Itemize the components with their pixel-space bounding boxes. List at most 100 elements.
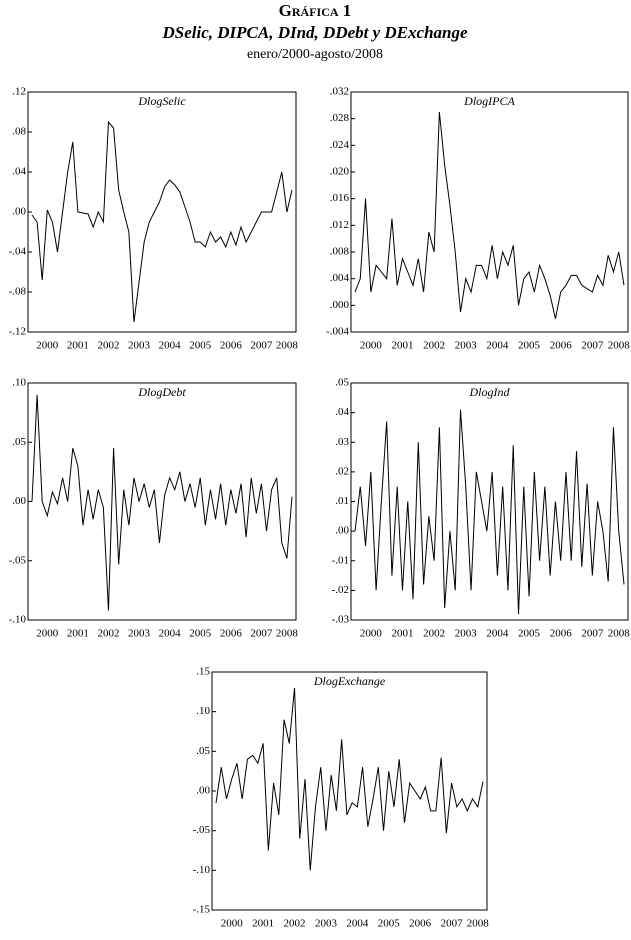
series-line — [31, 394, 293, 611]
x-tick-label: 2003 — [315, 918, 338, 930]
y-tick-label: .00 — [12, 206, 26, 218]
y-tick-label: -.05 — [9, 554, 27, 566]
x-tick-label: 2008 — [608, 628, 631, 640]
x-tick-label: 2006 — [550, 628, 573, 640]
y-tick-label: .04 — [335, 406, 349, 418]
x-tick-label: 2001 — [252, 918, 274, 930]
x-tick-label: 2003 — [128, 628, 151, 640]
figure-subtitle: enero/2000-agosto/2008 — [247, 47, 383, 62]
y-tick-label: .03 — [335, 436, 349, 448]
plot-frame — [27, 91, 297, 333]
y-tick-label: .00 — [335, 525, 349, 537]
x-tick-label: 2007 — [581, 628, 604, 640]
figure-title: DSelic, DIPCA, DInd, DDebt y DExchange — [161, 23, 468, 42]
x-tick-label: 2006 — [409, 918, 432, 930]
panel-title: DlogSelic — [137, 94, 186, 108]
x-tick-label: 2004 — [486, 340, 509, 352]
x-tick-label: 2000 — [360, 340, 383, 352]
y-tick-label: -.04 — [9, 246, 27, 258]
y-tick-label: .008 — [330, 246, 350, 258]
y-tick-label: .00 — [12, 495, 26, 507]
y-tick-label: .15 — [196, 666, 210, 678]
y-tick-label: -.12 — [9, 326, 26, 338]
x-tick-label: 2004 — [346, 918, 369, 930]
y-tick-label: -.02 — [332, 584, 349, 596]
panel-title: DlogIPCA — [463, 94, 515, 108]
y-tick-label: -.10 — [193, 864, 211, 876]
y-tick-label: -.004 — [326, 326, 349, 338]
plot-frame — [350, 91, 629, 333]
series-line — [31, 120, 293, 323]
y-tick-label: -.03 — [332, 614, 350, 626]
x-tick-label: 2007 — [581, 340, 604, 352]
panel-title: DlogDebt — [137, 385, 186, 399]
panel-title: DlogExchange — [313, 674, 386, 688]
x-tick-label: 2002 — [423, 340, 445, 352]
series-line — [354, 111, 625, 319]
x-tick-label: 2005 — [518, 340, 541, 352]
x-tick-label: 2007 — [441, 918, 464, 930]
x-tick-label: 2002 — [423, 628, 445, 640]
x-tick-label: 2003 — [455, 628, 478, 640]
y-tick-label: .04 — [12, 166, 26, 178]
x-tick-label: 2004 — [159, 628, 182, 640]
x-tick-label: 2006 — [550, 340, 573, 352]
x-tick-label: 2008 — [467, 918, 490, 930]
y-tick-label: .00 — [196, 785, 210, 797]
x-tick-label: 2008 — [276, 628, 299, 640]
panel-title: DlogInd — [469, 385, 511, 399]
x-tick-label: 2008 — [608, 340, 631, 352]
y-tick-label: .02 — [335, 465, 349, 477]
x-tick-label: 2006 — [220, 340, 243, 352]
y-tick-label: .024 — [330, 139, 350, 151]
series-line — [215, 687, 484, 871]
series-line — [354, 409, 625, 615]
x-tick-label: 2003 — [128, 340, 151, 352]
y-tick-label: .032 — [330, 86, 349, 98]
x-tick-label: 2001 — [67, 628, 89, 640]
y-tick-label: .10 — [12, 377, 26, 389]
y-tick-label: .12 — [12, 86, 26, 98]
plot-frame — [27, 382, 297, 621]
y-tick-label: .020 — [330, 166, 350, 178]
y-tick-label: -.05 — [193, 824, 211, 836]
y-tick-label: .05 — [12, 436, 26, 448]
y-tick-label: .05 — [196, 745, 210, 757]
x-tick-label: 2006 — [220, 628, 243, 640]
x-tick-label: 2001 — [391, 628, 413, 640]
x-tick-label: 2005 — [189, 340, 212, 352]
x-tick-label: 2001 — [67, 340, 89, 352]
x-tick-label: 2005 — [189, 628, 212, 640]
x-tick-label: 2000 — [36, 628, 59, 640]
y-tick-label: .10 — [196, 705, 210, 717]
x-tick-label: 2000 — [36, 340, 59, 352]
y-tick-label: -.08 — [9, 286, 27, 298]
y-tick-label: .004 — [330, 272, 350, 284]
y-tick-label: .01 — [335, 495, 349, 507]
x-tick-label: 2005 — [378, 918, 401, 930]
x-tick-label: 2007 — [250, 628, 273, 640]
x-tick-label: 2001 — [391, 340, 413, 352]
y-tick-label: .012 — [330, 219, 349, 231]
y-tick-label: .08 — [12, 126, 26, 138]
y-tick-label: .016 — [330, 192, 350, 204]
x-tick-label: 2002 — [284, 918, 306, 930]
y-tick-label: -.01 — [332, 554, 349, 566]
x-tick-label: 2007 — [250, 340, 273, 352]
plot-frame — [211, 671, 488, 911]
x-tick-label: 2002 — [97, 340, 119, 352]
y-tick-label: .05 — [335, 377, 349, 389]
x-tick-label: 2000 — [221, 918, 244, 930]
x-tick-label: 2008 — [276, 340, 299, 352]
figure-label: Gráfica 1 — [279, 1, 352, 20]
x-tick-label: 2003 — [455, 340, 478, 352]
x-tick-label: 2004 — [159, 340, 182, 352]
x-tick-label: 2005 — [518, 628, 541, 640]
x-tick-label: 2004 — [486, 628, 509, 640]
x-tick-label: 2002 — [97, 628, 119, 640]
y-tick-label: .028 — [330, 112, 350, 124]
y-tick-label: -.10 — [9, 614, 27, 626]
x-tick-label: 2000 — [360, 628, 383, 640]
y-tick-label: -.15 — [193, 904, 211, 916]
